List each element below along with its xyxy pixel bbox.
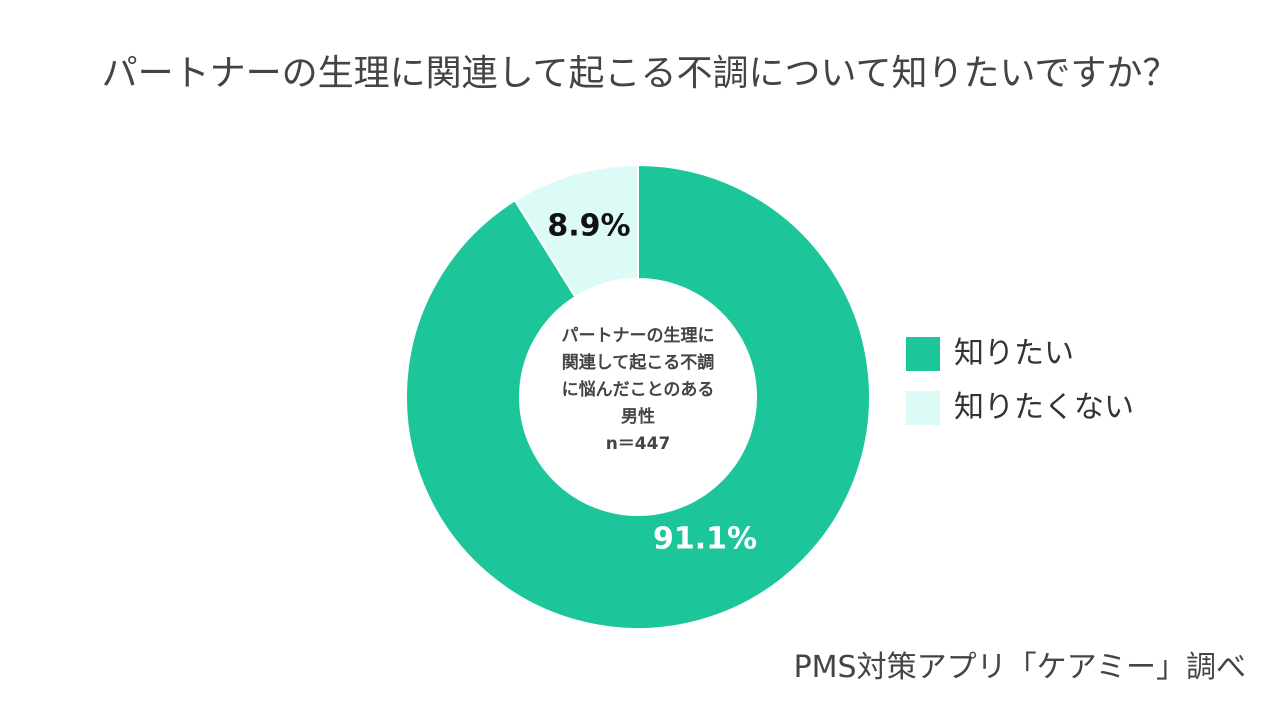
donut-center-label: パートナーの生理に 関連して起こる不調 に悩んだことのある 男性 n＝447 — [518, 323, 758, 458]
legend: 知りたい 知りたくない — [906, 336, 1134, 444]
slice-want-to-know — [405, 163, 871, 630]
legend-item-do-not-want-to-know: 知りたくない — [906, 390, 1134, 426]
legend-label: 知りたい — [954, 336, 1074, 371]
legend-swatch — [906, 337, 940, 371]
slice-do-not-want-to-know — [513, 163, 639, 299]
source-note: PMS対策アプリ「ケアミー」調べ — [793, 650, 1246, 685]
donut-slices — [405, 163, 871, 630]
legend-label: 知りたくない — [954, 390, 1134, 425]
slice-value-label: 8.9% — [547, 209, 630, 244]
chart-title: パートナーの生理に関連して起こる不調について知りたいですか？ — [101, 53, 1179, 94]
legend-swatch — [906, 391, 940, 425]
center-label-line: パートナーの生理に — [561, 326, 715, 346]
center-label-line: 男性 — [621, 407, 655, 427]
slice-labels: 91.1% 8.9% — [547, 209, 757, 557]
center-label-line: に悩んだことのある — [561, 380, 715, 400]
center-label-sample-size: n＝447 — [605, 434, 671, 454]
legend-item-want-to-know: 知りたい — [906, 336, 1134, 372]
slice-value-label: 91.1% — [653, 522, 757, 557]
center-label-line: 関連して起こる不調 — [561, 353, 715, 373]
